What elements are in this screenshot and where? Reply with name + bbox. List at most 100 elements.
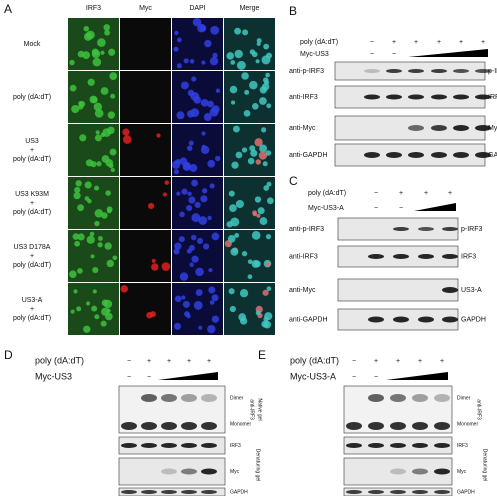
cell — [95, 130, 100, 135]
cell — [189, 163, 198, 172]
cell — [195, 289, 203, 296]
target-label: Myc — [230, 469, 240, 475]
cell — [261, 127, 267, 133]
band — [121, 443, 137, 448]
cell — [207, 324, 216, 334]
band — [364, 94, 380, 100]
row-label: Mock — [24, 41, 41, 48]
micrograph — [120, 283, 171, 335]
blot — [343, 457, 453, 486]
cell — [178, 236, 185, 243]
target-label: IRF3 — [230, 443, 241, 449]
cell — [105, 190, 111, 196]
treatment-sign: + — [418, 358, 422, 365]
band — [393, 316, 409, 323]
band — [368, 443, 384, 448]
cell — [82, 51, 91, 59]
band — [121, 490, 137, 494]
band — [418, 316, 434, 323]
cell — [196, 237, 204, 245]
cell — [254, 196, 262, 203]
treatment-sign: + — [437, 39, 441, 46]
micrograph — [68, 177, 119, 229]
monomer-band — [181, 422, 197, 430]
antibody-label: anti-Myc — [289, 287, 316, 294]
cell — [69, 59, 75, 66]
antibody-label: anti-GAPDH — [289, 316, 328, 323]
cell — [120, 285, 128, 293]
cell — [183, 58, 189, 64]
target-label: US3-A — [461, 287, 482, 294]
row-label: poly (dA:dT) — [13, 262, 51, 269]
band — [475, 94, 491, 100]
cell — [175, 159, 181, 165]
cell — [89, 231, 95, 237]
target-label: GAPDH — [461, 316, 486, 323]
cell — [149, 311, 156, 318]
band — [201, 468, 217, 475]
band — [453, 152, 469, 158]
cell — [266, 197, 274, 205]
cell — [122, 135, 132, 144]
cell — [234, 27, 241, 35]
cell — [156, 133, 161, 138]
cell — [226, 52, 235, 60]
band — [368, 254, 384, 259]
cell — [230, 100, 236, 105]
treatment-sign: + — [459, 39, 463, 46]
cell — [235, 151, 243, 159]
micrograph — [120, 18, 171, 70]
cell — [251, 259, 260, 268]
monomer-band — [121, 422, 137, 430]
cell — [251, 231, 261, 240]
cell — [252, 210, 257, 216]
target-label: p-IRF3 — [488, 68, 497, 75]
cell — [254, 138, 263, 147]
band — [442, 287, 458, 293]
column-header: IRF3 — [86, 5, 101, 12]
band — [431, 69, 447, 73]
band — [141, 490, 157, 494]
band — [408, 152, 424, 158]
row-label: poly (dA:dT) — [13, 156, 51, 163]
cell — [73, 192, 81, 200]
treatment-sign: − — [147, 374, 151, 381]
cell — [256, 38, 262, 44]
dimer-band — [434, 394, 450, 402]
cell — [83, 325, 91, 333]
cell — [77, 233, 85, 241]
band — [181, 443, 197, 448]
cell — [249, 80, 258, 90]
cell — [265, 262, 271, 267]
cell — [228, 288, 235, 295]
cell — [247, 274, 253, 280]
band — [368, 490, 384, 494]
antibody-label: anti-Myc — [289, 125, 316, 132]
monomer-band — [390, 422, 406, 430]
cell — [241, 250, 248, 257]
treatment-sign: − — [399, 205, 403, 212]
cell — [259, 217, 268, 226]
treatment-sign: − — [127, 374, 131, 381]
dose-triangle — [408, 49, 488, 57]
cell — [265, 52, 273, 59]
cell — [94, 109, 104, 118]
band — [364, 69, 380, 73]
cell — [247, 157, 255, 165]
treatment-label: Myc-US3-A — [308, 205, 344, 212]
treatment-sign: + — [187, 358, 191, 365]
cell — [229, 305, 236, 313]
gel-label: Denaturing gel — [482, 449, 488, 482]
cell — [195, 267, 204, 277]
band — [434, 443, 450, 448]
micrograph — [172, 124, 223, 176]
cell — [198, 216, 208, 225]
cell — [209, 56, 219, 66]
micrograph — [224, 124, 275, 176]
panel-label: E — [258, 348, 266, 362]
treatment-sign: − — [127, 358, 131, 365]
row-label: + — [30, 306, 34, 313]
cell — [239, 289, 249, 298]
cell — [90, 254, 95, 259]
